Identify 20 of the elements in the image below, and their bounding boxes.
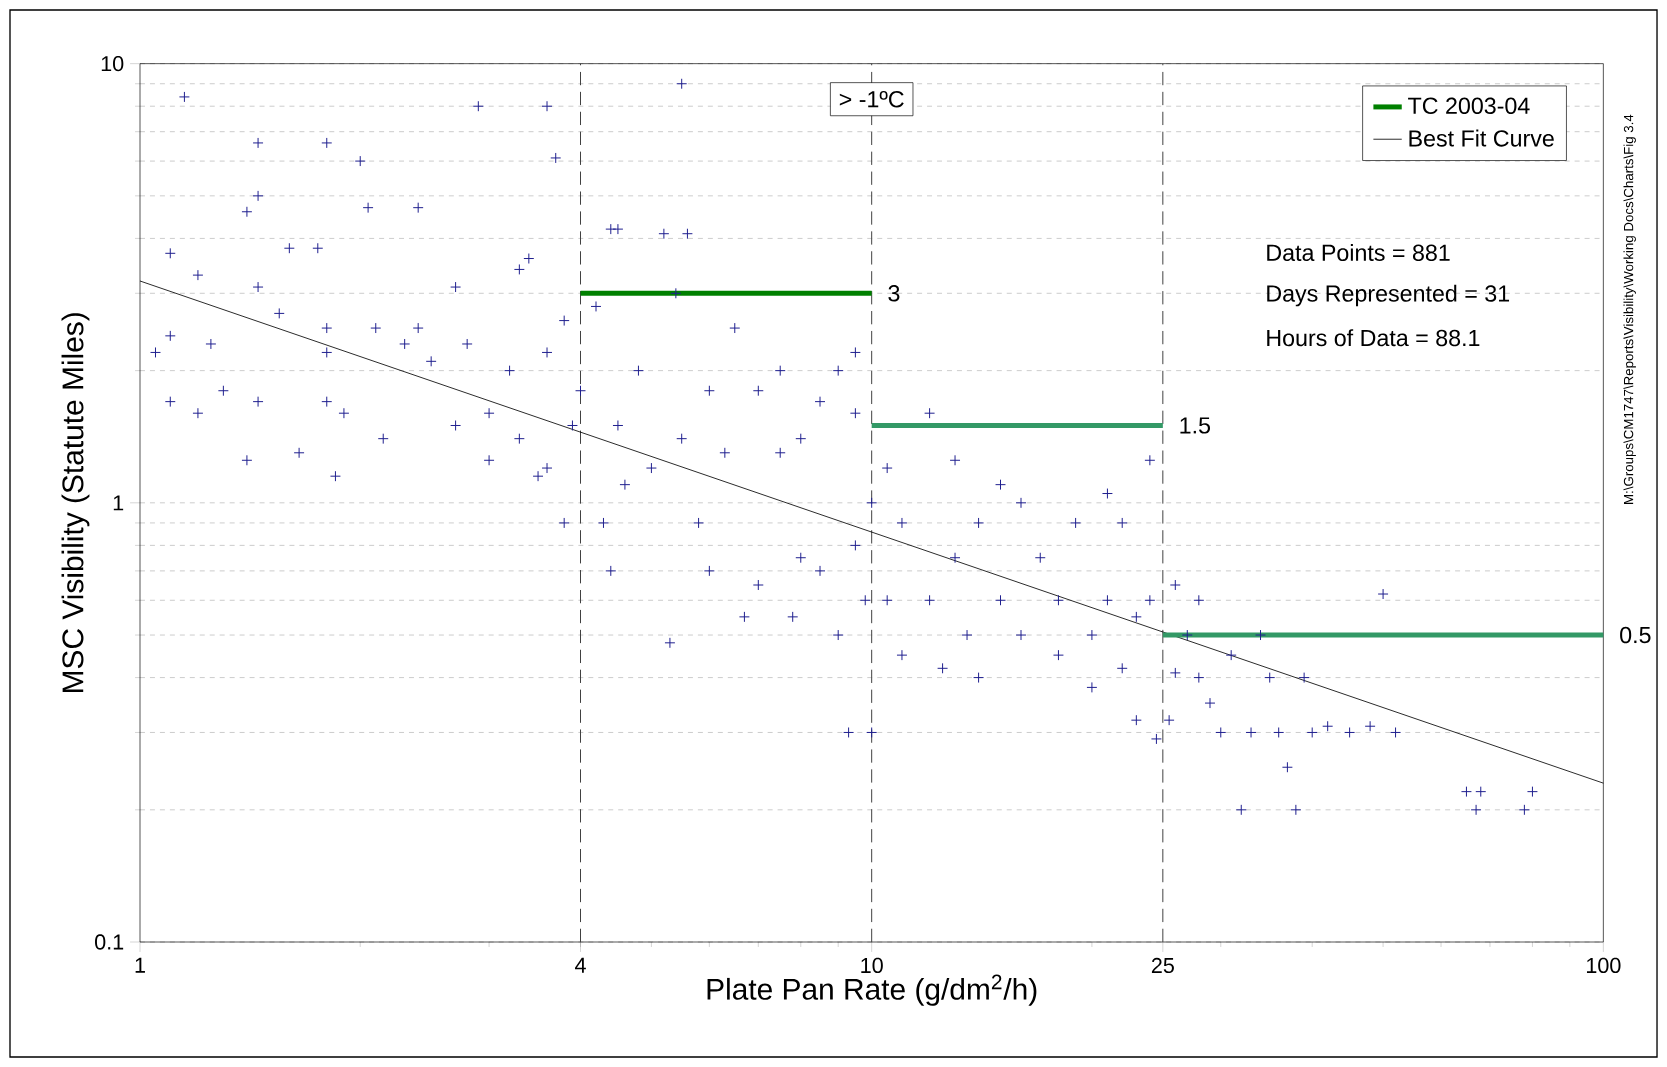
- annotation: Hours of Data = 88.1: [1267, 329, 1480, 347]
- x-axis-title: Plate Pan Rate (g/dm$^{2}$/h): [707, 974, 1037, 1006]
- legend-label: Best Fit Curve: [1409, 129, 1554, 147]
- annotation: > -1ºC: [839, 90, 904, 108]
- x-tick-label: 10: [861, 957, 883, 974]
- x-tick-label: 25: [1151, 957, 1174, 974]
- y-tick-label: 10: [101, 56, 124, 72]
- y-tick-label: 1: [113, 495, 124, 511]
- annotation: 1.5: [1180, 417, 1211, 434]
- x-tick-label: 1: [135, 957, 145, 973]
- annotation: 3: [888, 285, 900, 302]
- annotation: Data Points = 881: [1267, 243, 1450, 262]
- legend-label: TC 2003-04: [1408, 97, 1530, 115]
- x-tick-label: 100: [1586, 957, 1621, 974]
- annotation: Days Represented = 31: [1267, 284, 1510, 307]
- text: M:\Groups\CM1747\Reports\Visibility\Working Docs\Charts\Fig 3.4: [1623, 114, 1636, 504]
- x-tick-label: 4: [575, 957, 586, 973]
- annotation: 0.5: [1620, 626, 1651, 644]
- y-axis-title: MSC Visibility (Statute Miles): [61, 313, 90, 692]
- y-tick-label: 0.1: [95, 934, 124, 950]
